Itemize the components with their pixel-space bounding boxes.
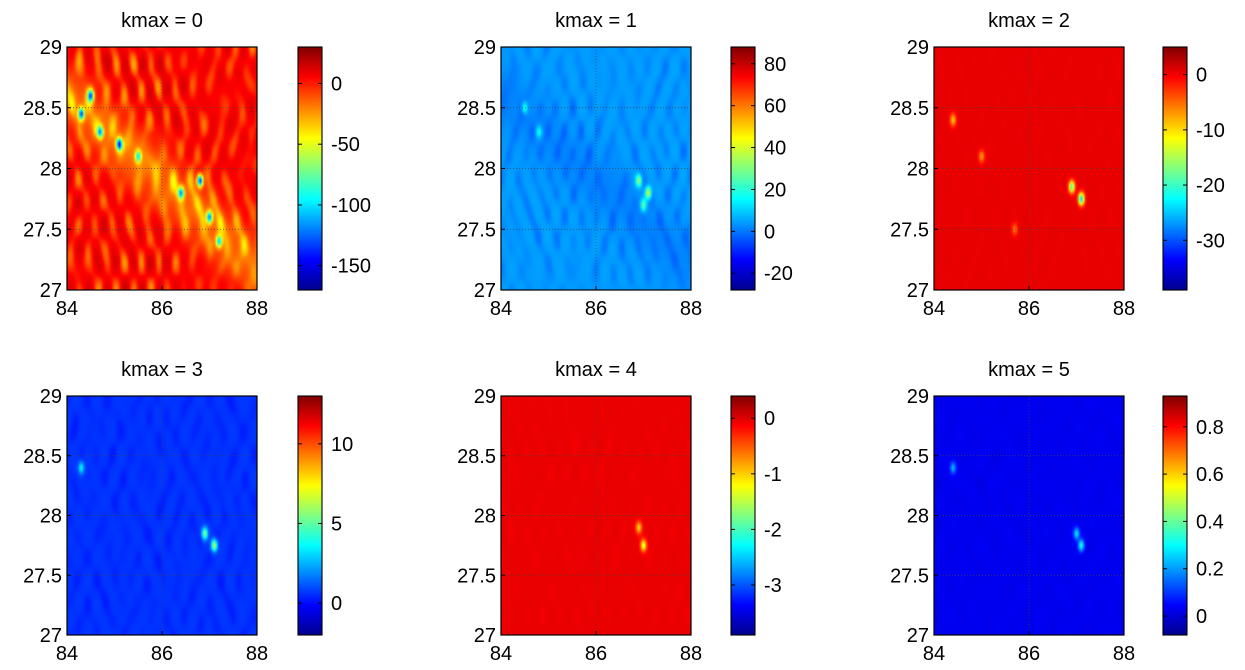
colorbar-tick-label: -20: [1196, 175, 1225, 197]
y-tick-label: 27.5: [457, 219, 496, 241]
x-tick-label: 88: [246, 643, 268, 665]
x-tick-label: 84: [56, 298, 78, 320]
heatmap-image: [934, 396, 1124, 635]
colorbar-tick-label: 0: [764, 221, 775, 243]
y-tick-label: 28: [907, 506, 929, 528]
heatmap-image: [67, 396, 257, 635]
y-tick-label: 27.5: [890, 565, 929, 587]
y-tick-label: 28.5: [23, 446, 62, 468]
panel-kmax-1: kmax = 1 84 86 88 27 27.5 28 28.5 29 -20 0 20 40 60 80: [457, 10, 793, 320]
heatmap-image: [501, 396, 691, 635]
colorbar-tick-label: -30: [1196, 230, 1225, 252]
x-tick-label: 84: [923, 298, 945, 320]
colorbar-tick-label: 0.8: [1196, 417, 1224, 439]
panel-kmax-0: kmax = 0 84 86 88 27 27.5 28 28.5 29 -150 -100 -50 0: [23, 10, 371, 320]
panel-title: kmax = 1: [555, 10, 637, 32]
panel-title: kmax = 5: [988, 359, 1070, 381]
x-tick-label: 88: [1113, 298, 1135, 320]
x-tick-label: 88: [246, 298, 268, 320]
y-tick-label: 29: [907, 386, 929, 408]
colorbar-tick-label: 0: [764, 408, 775, 430]
colorbar: [730, 395, 756, 636]
panel-title: kmax = 4: [555, 359, 637, 381]
panel-title: kmax = 0: [121, 10, 203, 32]
y-tick-label: 29: [40, 386, 62, 408]
colorbar-tick-label: 20: [764, 179, 786, 201]
y-tick-label: 27: [40, 280, 62, 302]
y-tick-label: 29: [474, 37, 496, 59]
colorbar-tick-label: 0: [1196, 606, 1207, 628]
colorbar-tick-label: -3: [764, 575, 782, 597]
x-tick-label: 84: [56, 643, 78, 665]
heatmap-image: [934, 47, 1124, 290]
heatmap-image: [67, 47, 257, 290]
colorbar-tick-label: -50: [331, 134, 360, 156]
colorbar-tick-label: 0.6: [1196, 464, 1224, 486]
x-tick-label: 86: [585, 298, 607, 320]
y-tick-label: 28.5: [890, 446, 929, 468]
panel-kmax-3: kmax = 3 84 86 88 27 27.5 28 28.5 29 0 5 10: [23, 359, 353, 665]
heatmap-image: [501, 47, 691, 290]
y-tick-label: 27.5: [890, 219, 929, 241]
y-tick-label: 29: [907, 37, 929, 59]
y-tick-label: 28: [40, 159, 62, 181]
colorbar-tick-label: 80: [764, 54, 786, 76]
colorbar-tick-label: -100: [331, 195, 371, 217]
colorbar: [1162, 395, 1188, 636]
y-tick-label: 27.5: [23, 565, 62, 587]
colorbar-tick-label: -150: [331, 256, 371, 278]
x-tick-label: 84: [490, 298, 512, 320]
y-tick-label: 27: [474, 625, 496, 647]
panel-kmax-5: kmax = 5 84 86 88 27 27.5 28 28.5 29 0 0.2 0.4 0.6 0.…: [890, 359, 1224, 665]
panel-title: kmax = 3: [121, 359, 203, 381]
y-tick-label: 28: [474, 159, 496, 181]
y-tick-label: 27: [40, 625, 62, 647]
y-tick-label: 27.5: [23, 219, 62, 241]
colorbar-tick-label: -1: [764, 464, 782, 486]
colorbar: [297, 395, 323, 636]
panel-kmax-4: kmax = 4 84 86 88 27 27.5 28 28.5 29 -3 -2 -1 0: [457, 359, 782, 665]
colorbar: [297, 46, 323, 291]
x-tick-label: 84: [490, 643, 512, 665]
y-tick-label: 28.5: [23, 98, 62, 120]
colorbar-tick-label: -20: [764, 263, 793, 285]
x-tick-label: 88: [680, 298, 702, 320]
y-tick-label: 27: [907, 625, 929, 647]
panel-kmax-2: kmax = 2 84 86 88 27 27.5 28 28.5 29 -30 -20 -10 0: [890, 10, 1225, 320]
y-tick-label: 27: [907, 280, 929, 302]
y-tick-label: 27.5: [457, 565, 496, 587]
colorbar-tick-label: 0.4: [1196, 511, 1224, 533]
colorbar-tick-label: 0: [331, 593, 342, 615]
x-tick-label: 86: [1018, 298, 1040, 320]
y-tick-label: 28: [907, 159, 929, 181]
x-tick-label: 88: [680, 643, 702, 665]
x-tick-label: 86: [151, 643, 173, 665]
y-tick-label: 28.5: [457, 446, 496, 468]
colorbar-tick-label: 0: [331, 73, 342, 95]
colorbar: [1162, 46, 1188, 291]
x-tick-label: 88: [1113, 643, 1135, 665]
colorbar-tick-label: 5: [331, 513, 342, 535]
colorbar-tick-label: 40: [764, 138, 786, 160]
colorbar: [730, 46, 756, 291]
colorbar-tick-label: -10: [1196, 120, 1225, 142]
colorbar-tick-label: 0.2: [1196, 559, 1224, 581]
y-tick-label: 28.5: [457, 98, 496, 120]
y-tick-label: 29: [40, 37, 62, 59]
x-tick-label: 86: [151, 298, 173, 320]
colorbar-tick-label: -2: [764, 519, 782, 541]
panel-title: kmax = 2: [988, 10, 1070, 32]
colorbar-tick-label: 10: [331, 434, 353, 456]
x-tick-label: 84: [923, 643, 945, 665]
y-tick-label: 28.5: [890, 98, 929, 120]
x-tick-label: 86: [585, 643, 607, 665]
x-tick-label: 86: [1018, 643, 1040, 665]
colorbar-tick-label: 0: [1196, 65, 1207, 87]
y-tick-label: 28: [474, 506, 496, 528]
y-tick-label: 29: [474, 386, 496, 408]
colorbar-tick-label: 60: [764, 96, 786, 118]
y-tick-label: 28: [40, 506, 62, 528]
y-tick-label: 27: [474, 280, 496, 302]
